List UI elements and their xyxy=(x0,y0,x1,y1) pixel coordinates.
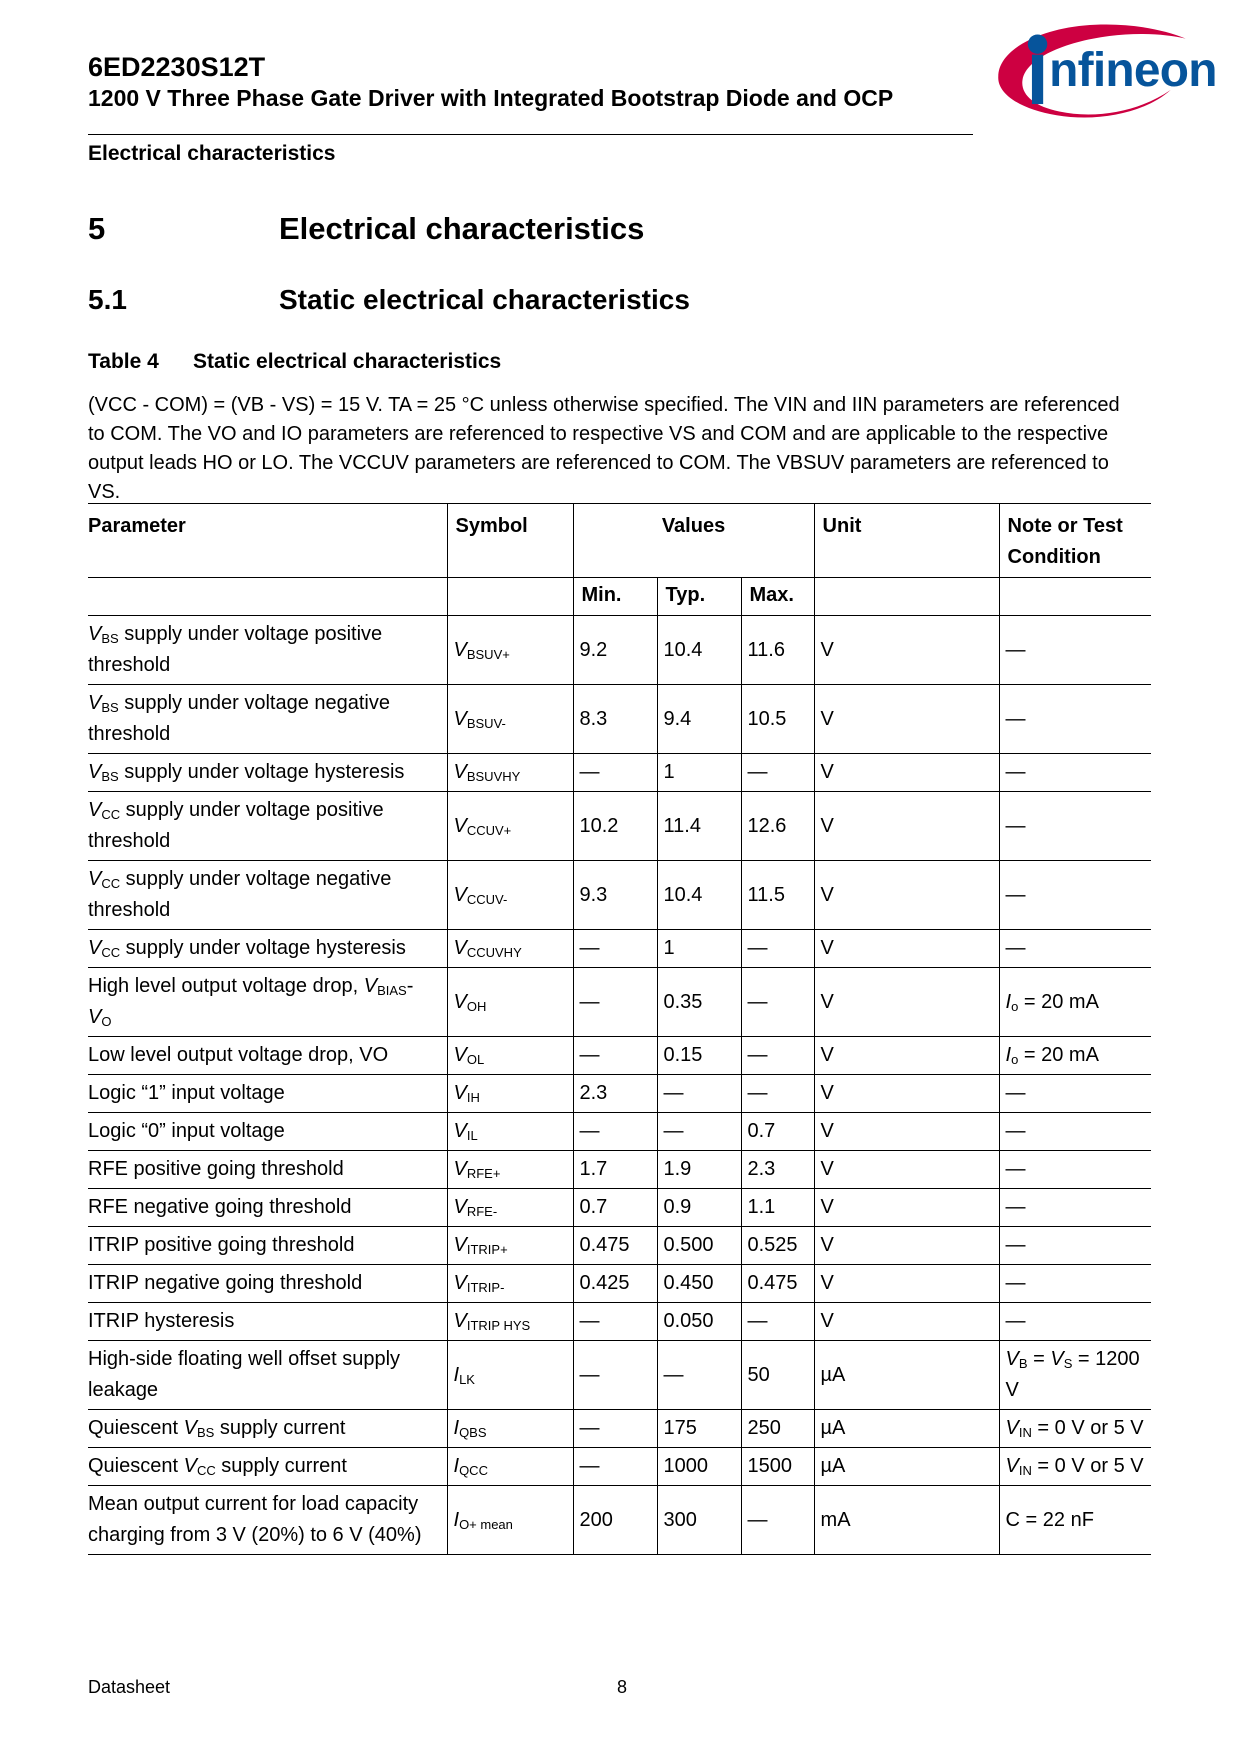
svg-text:nfineon: nfineon xyxy=(1049,44,1217,97)
